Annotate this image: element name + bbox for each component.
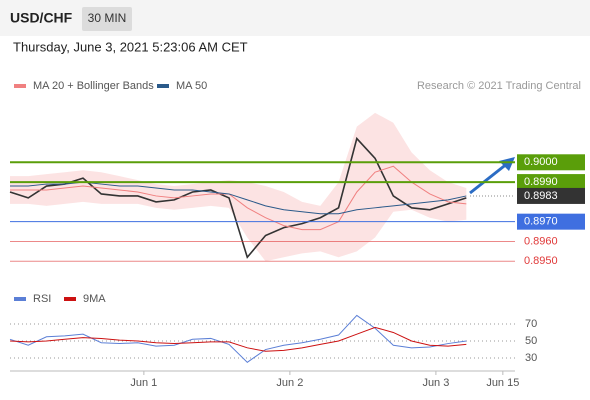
bollinger-band bbox=[10, 112, 467, 262]
level-label: 0.8970 bbox=[524, 216, 558, 228]
legend-label: MA 50 bbox=[176, 80, 207, 92]
level-box bbox=[517, 187, 585, 204]
legend-swatch bbox=[14, 297, 26, 301]
symbol: USD/CHF bbox=[10, 10, 73, 26]
x-tick-label: Jun 15 bbox=[486, 377, 519, 389]
series-line bbox=[10, 165, 467, 231]
legend-swatch bbox=[14, 84, 26, 88]
level-label: 0.8950 bbox=[524, 255, 558, 267]
level-box bbox=[517, 213, 585, 230]
series-line bbox=[9, 136, 467, 259]
credit: Research © 2021 Trading Central bbox=[417, 80, 581, 92]
interval-badge[interactable] bbox=[82, 7, 132, 31]
legend-label: MA 20 + Bollinger Bands bbox=[33, 80, 154, 92]
x-tick-label: Jun 2 bbox=[276, 377, 303, 389]
legend-swatch bbox=[157, 84, 169, 88]
series-line bbox=[9, 314, 467, 363]
x-tick-label: Jun 3 bbox=[422, 377, 449, 389]
series-line bbox=[9, 326, 467, 352]
level-label: 0.8990 bbox=[524, 176, 558, 188]
level-label: 0.8960 bbox=[524, 235, 558, 247]
level-label: 0.8983 bbox=[524, 190, 558, 202]
x-tick-label: Jun 1 bbox=[130, 377, 157, 389]
datetime: Thursday, June 3, 2021 5:23:06 AM CET bbox=[13, 39, 248, 54]
legend-label: RSI bbox=[33, 293, 51, 305]
level-label: 0.9000 bbox=[524, 156, 558, 168]
y-tick-label: 30 bbox=[525, 352, 537, 364]
y-tick-label: 70 bbox=[525, 318, 537, 330]
level-box bbox=[517, 174, 585, 191]
level-box bbox=[517, 154, 585, 171]
legend-swatch bbox=[64, 297, 76, 301]
trend-arrow bbox=[469, 161, 509, 195]
y-tick-label: 50 bbox=[525, 335, 537, 347]
legend-label: 9MA bbox=[83, 293, 106, 305]
trend-arrow-head bbox=[499, 157, 515, 171]
interval[interactable]: 30 MIN bbox=[88, 11, 127, 25]
